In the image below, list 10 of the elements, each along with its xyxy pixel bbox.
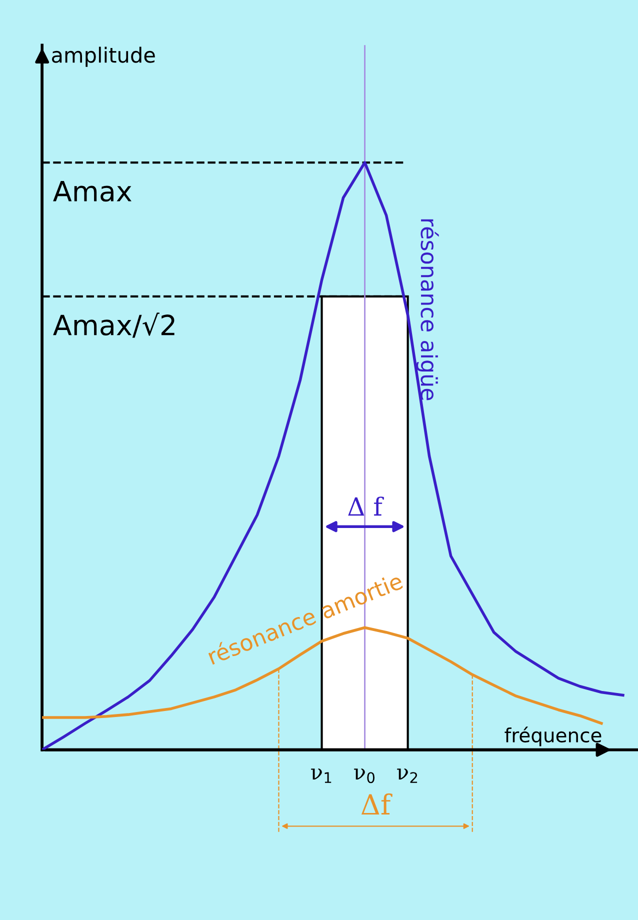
text: Δf	[361, 793, 392, 814]
x-tick-label: ν$_{1}$	[311, 768, 332, 783]
x-tick-label: ν$_{0}$	[354, 768, 375, 784]
ref-line-label: Amax/√2	[53, 312, 174, 338]
band-label: Δ f	[348, 496, 384, 516]
x-tick-label: ν$_{2}$	[397, 768, 418, 783]
text: résonance aigüe	[416, 219, 439, 400]
x-axis-title: fréquence	[504, 726, 602, 746]
ref-line-label: Amax	[53, 181, 132, 202]
y-axis-title: amplitude	[52, 46, 155, 67]
